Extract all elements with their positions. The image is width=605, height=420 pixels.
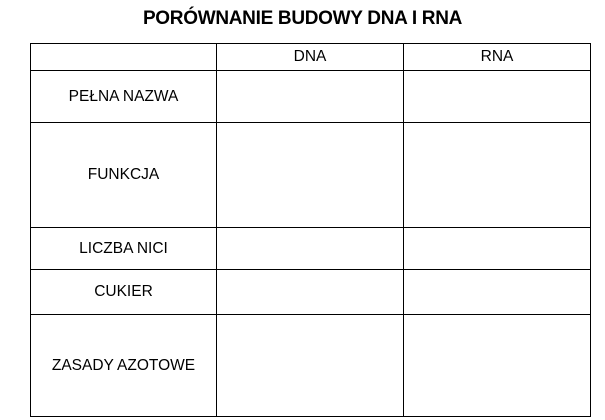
dna-cell[interactable] [216, 269, 404, 315]
dna-cell[interactable] [216, 227, 404, 270]
rna-cell[interactable] [403, 227, 591, 270]
row-label: ZASADY AZOTOWE [30, 314, 217, 417]
row-label: LICZBA NICI [30, 227, 217, 270]
page-title: PORÓWNANIE BUDOWY DNA I RNA [142, 8, 463, 29]
comparison-table: DNA RNA PEŁNA NAZWA FUNKCJA LICZBA NICI … [30, 43, 591, 417]
table-row: ZASADY AZOTOWE [30, 314, 591, 417]
dna-cell[interactable] [216, 122, 404, 228]
row-label: FUNKCJA [30, 122, 217, 228]
header-empty [30, 43, 217, 71]
rna-cell[interactable] [403, 314, 591, 417]
rna-cell[interactable] [403, 122, 591, 228]
table-row: FUNKCJA [30, 122, 591, 228]
dna-cell[interactable] [216, 70, 404, 123]
header-dna: DNA [216, 43, 404, 71]
table-row: LICZBA NICI [30, 227, 591, 270]
table-row: CUKIER [30, 269, 591, 315]
table-row: PEŁNA NAZWA [30, 70, 591, 123]
dna-cell[interactable] [216, 314, 404, 417]
rna-cell[interactable] [403, 269, 591, 315]
row-label: CUKIER [30, 269, 217, 315]
header-rna: RNA [403, 43, 591, 71]
row-label: PEŁNA NAZWA [30, 70, 217, 123]
rna-cell[interactable] [403, 70, 591, 123]
table-header-row: DNA RNA [30, 43, 591, 71]
